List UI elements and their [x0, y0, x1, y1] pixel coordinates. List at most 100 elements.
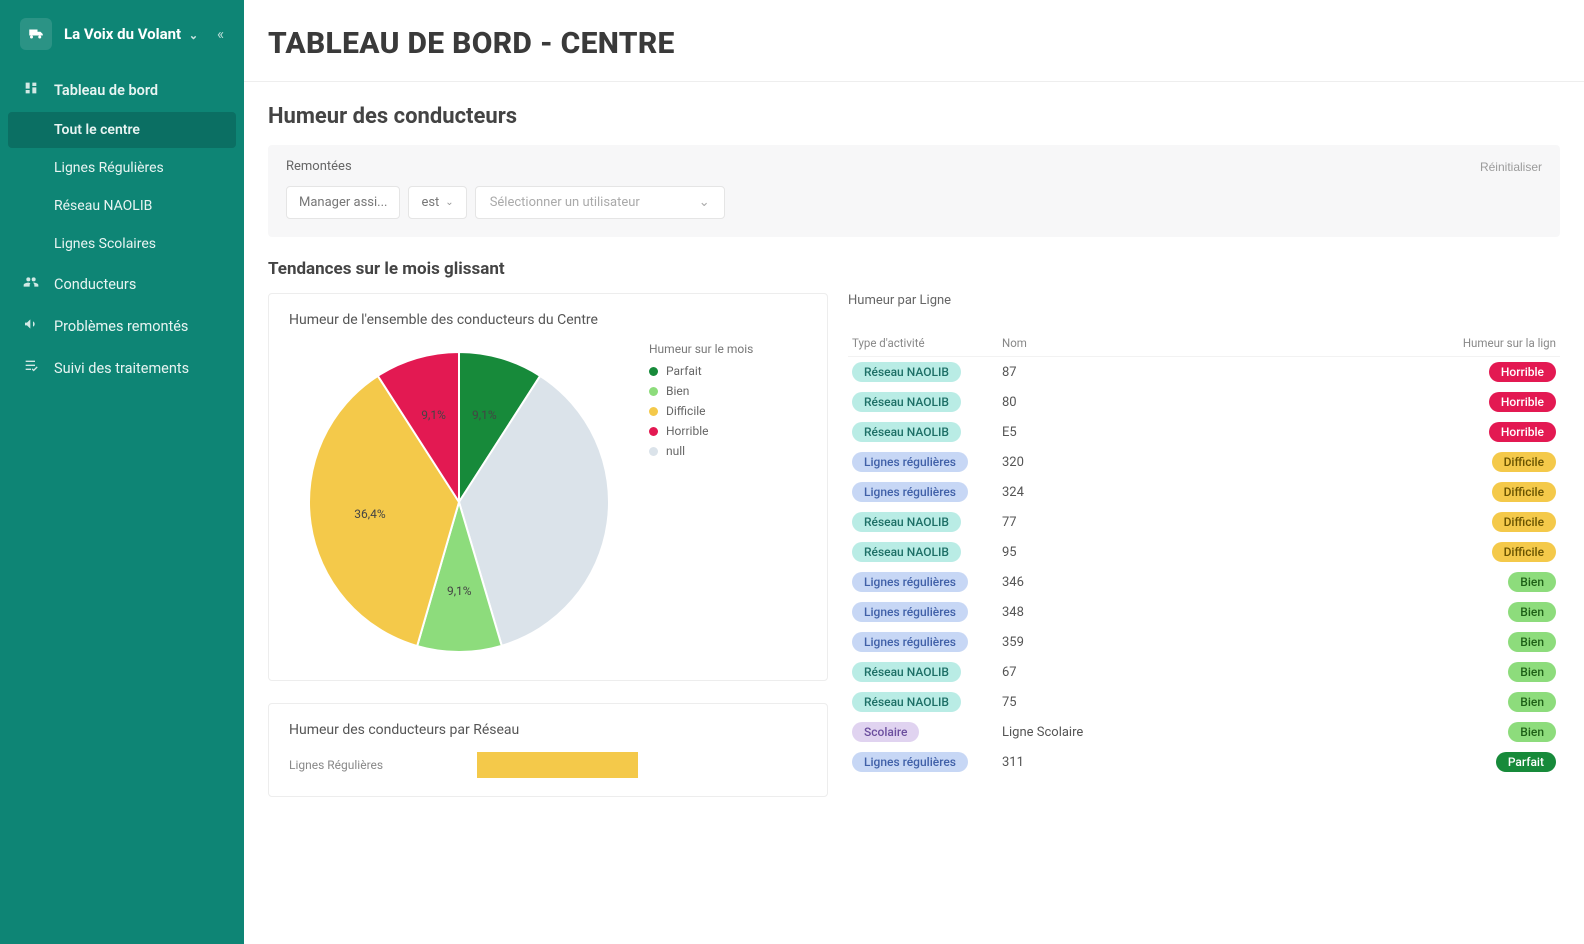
th-mood[interactable]: Humeur sur la lign — [1436, 336, 1556, 350]
filter-op-label: est — [421, 195, 439, 210]
mood-pill: Horrible — [1489, 422, 1556, 442]
chevron-down-icon: ⌄ — [699, 195, 710, 210]
sidebar-item-4[interactable]: Lignes Scolaires — [8, 226, 236, 262]
table-row[interactable]: Lignes régulières359Bien — [848, 627, 1560, 657]
sidebar-item-0[interactable]: Tableau de bord — [8, 70, 236, 110]
slice-label: 9,1% — [421, 408, 446, 422]
mood-pill: Bien — [1508, 722, 1556, 742]
megaphone-icon — [22, 316, 40, 336]
table-head: Type d'activité Nom Humeur sur la lign — [848, 330, 1560, 357]
pie-card: Humeur de l'ensemble des conducteurs du … — [268, 293, 828, 681]
col-right: Humeur par Ligne Type d'activité Nom Hum… — [848, 293, 1560, 819]
legend-item: Parfait — [649, 364, 753, 378]
legend-item: null — [649, 444, 753, 458]
table-row[interactable]: Lignes régulières346Bien — [848, 567, 1560, 597]
type-pill: Lignes régulières — [852, 602, 968, 622]
legend-swatch — [649, 387, 658, 396]
legend-item: Bien — [649, 384, 753, 398]
filter-placeholder: Sélectionner un utilisateur — [490, 195, 640, 210]
table-row[interactable]: Réseau NAOLIBE5Horrible — [848, 417, 1560, 447]
filter-head: Remontées Réinitialiser — [286, 159, 1542, 174]
bar-fill — [477, 752, 638, 778]
sidebar-item-6[interactable]: Problèmes remontés — [8, 306, 236, 346]
filter-operator[interactable]: est ⌄ — [408, 186, 466, 219]
table-row[interactable]: Réseau NAOLIB75Bien — [848, 687, 1560, 717]
legend-label: Bien — [666, 384, 689, 398]
bar-card-title: Humeur des conducteurs par Réseau — [289, 722, 807, 738]
checklist-icon — [22, 358, 40, 378]
row-name: Ligne Scolaire — [1002, 725, 1426, 740]
section-mood: Humeur des conducteurs — [244, 82, 1584, 129]
sidebar-item-5[interactable]: Conducteurs — [8, 264, 236, 304]
th-name[interactable]: Nom — [1002, 336, 1426, 350]
legend-label: Difficile — [666, 404, 706, 418]
row-name: 67 — [1002, 665, 1426, 680]
mood-pill: Bien — [1508, 572, 1556, 592]
slice-label: 9,1% — [447, 584, 472, 598]
row-name: 311 — [1002, 755, 1426, 770]
table-row[interactable]: ScolaireLigne ScolaireBien — [848, 717, 1560, 747]
row-name: 320 — [1002, 455, 1426, 470]
table-row[interactable]: Réseau NAOLIB87Horrible — [848, 357, 1560, 387]
row-name: 95 — [1002, 545, 1426, 560]
mood-pill: Difficile — [1492, 482, 1556, 502]
mood-pill: Bien — [1508, 692, 1556, 712]
pie-card-title: Humeur de l'ensemble des conducteurs du … — [289, 312, 807, 328]
legend-item: Horrible — [649, 424, 753, 438]
table-title: Humeur par Ligne — [848, 293, 1560, 308]
filter-value-select[interactable]: Sélectionner un utilisateur ⌄ — [475, 186, 725, 219]
filter-bar: Remontées Réinitialiser Manager assi... … — [268, 145, 1560, 237]
section-mood-title: Humeur des conducteurs — [268, 104, 1560, 129]
type-pill: Réseau NAOLIB — [852, 362, 961, 382]
type-pill: Lignes régulières — [852, 752, 968, 772]
mood-pill: Difficile — [1492, 512, 1556, 532]
type-pill: Réseau NAOLIB — [852, 422, 961, 442]
sidebar-item-3[interactable]: Réseau NAOLIB — [8, 188, 236, 224]
sidebar-item-1[interactable]: Tout le centre — [8, 112, 236, 148]
legend-label: Parfait — [666, 364, 702, 378]
sidebar-item-label: Tout le centre — [54, 122, 140, 138]
sidebar-item-2[interactable]: Lignes Régulières — [8, 150, 236, 186]
table-row[interactable]: Réseau NAOLIB80Horrible — [848, 387, 1560, 417]
dashboard-icon — [22, 80, 40, 100]
table-row[interactable]: Réseau NAOLIB67Bien — [848, 657, 1560, 687]
th-type[interactable]: Type d'activité — [852, 336, 992, 350]
table-row[interactable]: Lignes régulières 324 Difficile — [848, 477, 1560, 507]
reset-button[interactable]: Réinitialiser — [1480, 160, 1542, 174]
mood-pill: Bien — [1508, 632, 1556, 652]
row-name: 80 — [1002, 395, 1426, 410]
table-row[interactable]: Lignes régulières320Difficile — [848, 447, 1560, 477]
table-row[interactable]: Réseau NAOLIB95Difficile — [848, 537, 1560, 567]
type-pill: Réseau NAOLIB — [852, 512, 961, 532]
sidebar-header: La Voix du Volant ⌄ « — [0, 18, 244, 70]
legend-title: Humeur sur le mois — [649, 342, 753, 356]
filter-field[interactable]: Manager assi... — [286, 186, 400, 219]
mood-pill: Horrible — [1489, 362, 1556, 382]
main: TABLEAU DE BORD - CENTRE Humeur des cond… — [244, 0, 1584, 944]
type-pill: Lignes régulières — [852, 482, 968, 502]
collapse-sidebar-icon[interactable]: « — [217, 25, 224, 43]
chevron-down-icon: ⌄ — [445, 197, 453, 208]
type-pill: Réseau NAOLIB — [852, 662, 961, 682]
slice-label: 9,1% — [472, 408, 497, 422]
bar-label: Lignes Régulières — [289, 758, 409, 772]
row-name: 348 — [1002, 605, 1426, 620]
sidebar: La Voix du Volant ⌄ « Tableau de bord Tou… — [0, 0, 244, 944]
type-pill: Lignes régulières — [852, 632, 968, 652]
legend-swatch — [649, 407, 658, 416]
table-row[interactable]: Réseau NAOLIB77Difficile — [848, 507, 1560, 537]
legend-item: Difficile — [649, 404, 753, 418]
type-pill: Réseau NAOLIB — [852, 692, 961, 712]
filter-row: Manager assi... est ⌄ Sélectionner un ut… — [286, 186, 1542, 219]
type-pill: Lignes régulières — [852, 572, 968, 592]
row-name: 324 — [1002, 485, 1426, 500]
brand-name[interactable]: La Voix du Volant ⌄ — [64, 25, 205, 44]
table-row[interactable]: Lignes régulières311Parfait — [848, 747, 1560, 777]
sidebar-item-7[interactable]: Suivi des traitements — [8, 348, 236, 388]
section-trends-title: Tendances sur le mois glissant — [268, 259, 1560, 279]
sidebar-nav: Tableau de bord Tout le centre Lignes Régu… — [0, 70, 244, 388]
table-row[interactable]: Lignes régulières348Bien — [848, 597, 1560, 627]
sidebar-item-label: Suivi des traitements — [54, 360, 189, 377]
truck-icon — [27, 25, 45, 43]
type-pill: Réseau NAOLIB — [852, 542, 961, 562]
